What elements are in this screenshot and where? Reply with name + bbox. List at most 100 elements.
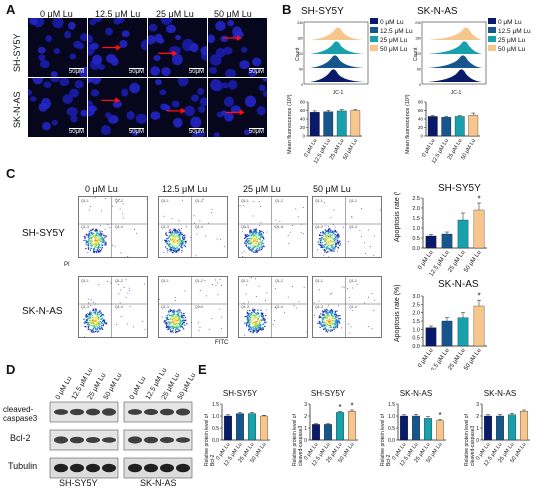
flow-dot-sparse [123,287,125,288]
flow-dot [245,315,247,318]
flow-dot [98,328,101,330]
bar-1 [324,424,332,441]
flow-dot [328,329,330,332]
flow-dot-sparse [122,217,124,219]
significance-star: * [477,292,480,301]
nucleus [213,131,220,137]
flow-dot [173,309,175,311]
flow-dot [325,329,328,331]
b-bar-2 [454,116,465,137]
flow-dot [178,235,180,238]
flow-dot [331,245,333,247]
flow-dot [180,326,182,328]
flow-dot [252,308,254,310]
flow-dot [260,324,262,326]
flow-dot [102,324,104,327]
flow-dot [85,321,87,323]
flow-dot [244,242,246,245]
flow-dot [321,246,323,248]
flow-dot-sparse [271,306,273,308]
flow-dot [95,242,97,244]
flow-dot [98,326,100,328]
flow-dot [93,323,95,325]
flow-dot [170,240,172,242]
flow-dot [91,315,94,317]
flow-dot [337,246,339,249]
scale-bar: 50μM [68,68,84,75]
flow-dot [256,321,258,323]
flow-dot [176,250,178,252]
flow-dot [327,241,329,243]
flow-dot [175,315,177,317]
flow-dot-sparse [352,287,354,289]
flow-dot [169,323,171,325]
e-title-1: SH-SY5Y [311,389,346,398]
flow-dot [168,240,170,242]
flow-dot [252,233,254,235]
flow-dot [246,234,248,236]
bar-3 [260,415,268,441]
flow-dot [249,229,251,231]
nucleus [30,96,37,102]
flow-dot [261,312,263,314]
nucleus [159,89,167,96]
flow-dot [94,250,96,253]
flow-dot-sparse [94,197,96,199]
flow-dot [165,324,168,326]
flow-dot [330,330,332,333]
flow-dot [178,231,180,233]
flow-dot-sparse [260,222,262,224]
flow-dot-sparse [195,255,197,257]
flow-dot [337,234,339,236]
flow-dot [92,324,94,326]
flow-dot [253,317,255,320]
flow-dot [325,238,327,240]
flow-dot [179,240,181,242]
flow-dot [101,317,103,319]
flow-dot [262,319,264,321]
bar-2 [248,413,256,441]
flow-dot [87,248,90,250]
flow-dot [322,319,324,321]
flow-dot [100,326,103,329]
flow-dot [247,314,249,316]
flow-dot [336,327,339,329]
flow-dot [251,231,253,233]
flow-dot [174,250,176,253]
flow-dot [331,317,333,319]
flow-dot [102,318,104,320]
quadrant-label: Q1-3 [315,305,323,310]
flow-dot [318,234,321,236]
flow-dot [93,248,96,250]
flow-dot [91,245,93,247]
flow-dot-sparse [327,226,329,227]
flow-dot-sparse [88,209,90,211]
flow-dot-sparse [274,307,276,309]
flow-dot [171,248,173,251]
flow-dot [333,250,335,253]
flow-dot [87,313,90,316]
flow-dot [101,315,103,317]
flow-dot [336,324,339,327]
flow-dot [321,245,323,247]
flow-dot [253,239,255,242]
flow-dot [92,322,95,324]
nucleus [262,90,267,97]
flow-dot [265,314,267,317]
flow-dot [182,237,184,239]
flow-dot [172,232,174,234]
flow-dot [101,231,103,233]
nucleus [80,109,87,117]
flow-dot [96,316,98,318]
flow-dot [249,249,251,251]
micrograph-0-1: 50μM [88,18,147,77]
scale-bar: 50μM [128,128,144,135]
red-arrow-head [180,107,186,114]
nucleus [90,89,100,97]
flow-dot [256,323,259,325]
flow-dot [325,235,327,237]
nucleus [224,111,234,122]
flow-dot [251,242,253,245]
flow-dot [167,249,169,251]
bar-0 [425,327,437,347]
